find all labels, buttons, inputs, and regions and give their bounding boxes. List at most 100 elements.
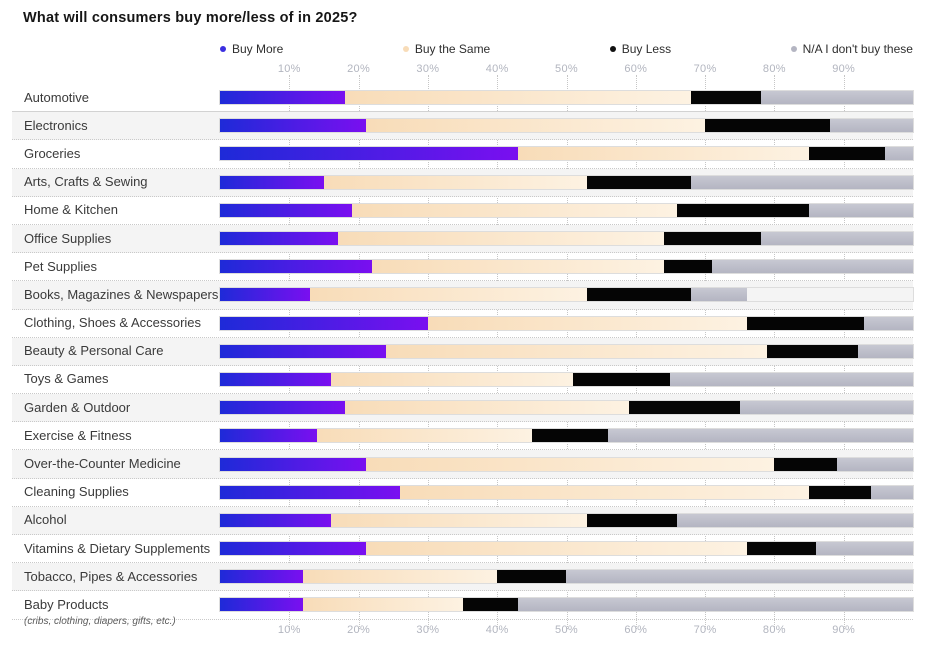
category-label-cell: Baby Products (cribs, clothing, diapers, … [12,596,220,627]
bar-segment-buy-the-same [427,316,747,330]
bar-rows: Automotive Electronics Groceries Arts, Craf… [12,75,913,629]
category-label: Toys & Games [24,371,109,387]
bar-segment-buy-more [220,542,366,556]
bar-segment-buy-more [220,316,428,330]
category-label-cell: Clothing, Shoes & Accessories [12,314,220,332]
bar-segment-buy-less [587,513,678,527]
bar-row: Pet Supplies [12,253,913,282]
category-label-cell: Books, Magazines & Newspapers [12,286,220,304]
axis-tick-label: 90% [832,624,856,636]
category-label-cell: Home & Kitchen [12,201,220,219]
bar-segment-buy-less [663,260,712,274]
stacked-bar [220,288,913,302]
bar-segment-buy-the-same [303,570,498,584]
stacked-bar [220,119,913,133]
stacked-bar [220,401,913,415]
stacked-bar [220,542,913,556]
category-label: Baby Products [24,596,109,612]
bar-row: Arts, Crafts & Sewing [12,168,913,197]
bar-segment-buy-the-same [351,203,678,217]
bar-segment-na [739,401,913,415]
bar-row: Office Supplies [12,224,913,254]
bar-segment-buy-less [746,316,865,330]
bar-row: Books, Magazines & Newspapers [12,281,913,310]
stacked-bar [220,598,913,612]
bar-segment-na [857,344,913,358]
bar-segment-buy-less [663,232,761,246]
stacked-bar [220,513,913,527]
bar-segment-buy-less [767,344,858,358]
stacked-bar [220,232,913,246]
bar-row: Cleaning Supplies [12,479,913,507]
bar-segment-buy-the-same [517,147,810,161]
bar-row: Groceries [12,140,913,169]
axis-tick-label: 60% [624,624,648,636]
bar-segment-na [836,457,913,471]
stacked-bar [220,344,913,358]
bar-segment-na [691,175,913,189]
bar-segment-buy-the-same [365,119,706,133]
axis-tick-label: 50% [555,63,578,75]
bar-segment-na [760,232,913,246]
category-label: Home & Kitchen [24,202,118,218]
bar-row: Exercise & Fitness [12,422,913,451]
axis-tick-label: 50% [555,624,578,636]
bar-segment-buy-more [220,372,331,386]
bar-row: Electronics [12,112,913,141]
stacked-bar [220,91,913,105]
bar-row: Garden & Outdoor [12,394,913,423]
bar-segment-na [608,429,913,443]
bar-segment-buy-more [220,147,518,161]
bar-segment-buy-more [220,570,304,584]
axis-tick-label: 30% [416,624,440,636]
bar-segment-buy-more [220,203,352,217]
bar-segment-buy-less [628,401,740,415]
bar-segment-buy-more [220,401,345,415]
category-label: Tobacco, Pipes & Accessories [24,568,198,584]
category-label-cell: Groceries [12,145,220,163]
axis-tick-label: 20% [347,624,371,636]
legend-dot-icon [220,46,226,52]
bar-segment-na [691,288,747,302]
stacked-bar [220,175,913,189]
bar-segment-buy-less [531,429,609,443]
axis-tick-label: 40% [485,63,509,75]
bar-segment-buy-less [774,457,837,471]
stacked-bar [220,316,913,330]
bar-row: Beauty & Personal Care [12,337,913,366]
stacked-bar [220,570,913,584]
bar-row: Toys & Games [12,366,913,395]
legend-label: Buy More [232,42,284,56]
axis-tick-label: 80% [762,63,786,75]
legend-item-buy-less: Buy Less [609,42,671,56]
bar-segment-na [517,598,913,612]
category-label: Arts, Crafts & Sewing [24,174,148,190]
bar-segment-buy-the-same [372,260,664,274]
category-label-cell: Electronics [12,117,220,135]
stacked-bar [220,485,913,499]
bar-segment-na [809,203,913,217]
stacked-bar [220,203,913,217]
category-label-cell: Alcohol [12,511,220,529]
bar-segment-buy-less [497,570,567,584]
bar-segment-na [864,316,913,330]
bar-segment-buy-the-same [337,232,664,246]
category-label-cell: Beauty & Personal Care [12,342,220,360]
bar-segment-na [712,260,913,274]
bar-row: Tobacco, Pipes & Accessories [12,563,913,592]
bar-segment-na [566,570,913,584]
category-label: Books, Magazines & Newspapers [24,286,219,302]
axis-tick-label: 10% [277,63,301,75]
legend-item-buy-the-same: Buy the Same [402,42,491,56]
category-label: Alcohol [24,512,67,528]
bar-segment-buy-the-same [400,485,810,499]
bar-segment-buy-less [705,119,830,133]
category-footnote: (cribs, clothing, diapers, gifts, etc.) [24,615,176,627]
bar-segment-buy-less [462,598,518,612]
legend-label: Buy the Same [414,42,491,56]
bar-segment-na [677,513,913,527]
axis-tick-label: 60% [624,63,648,75]
category-label: Groceries [24,145,81,161]
category-label-cell: Tobacco, Pipes & Accessories [12,568,220,586]
